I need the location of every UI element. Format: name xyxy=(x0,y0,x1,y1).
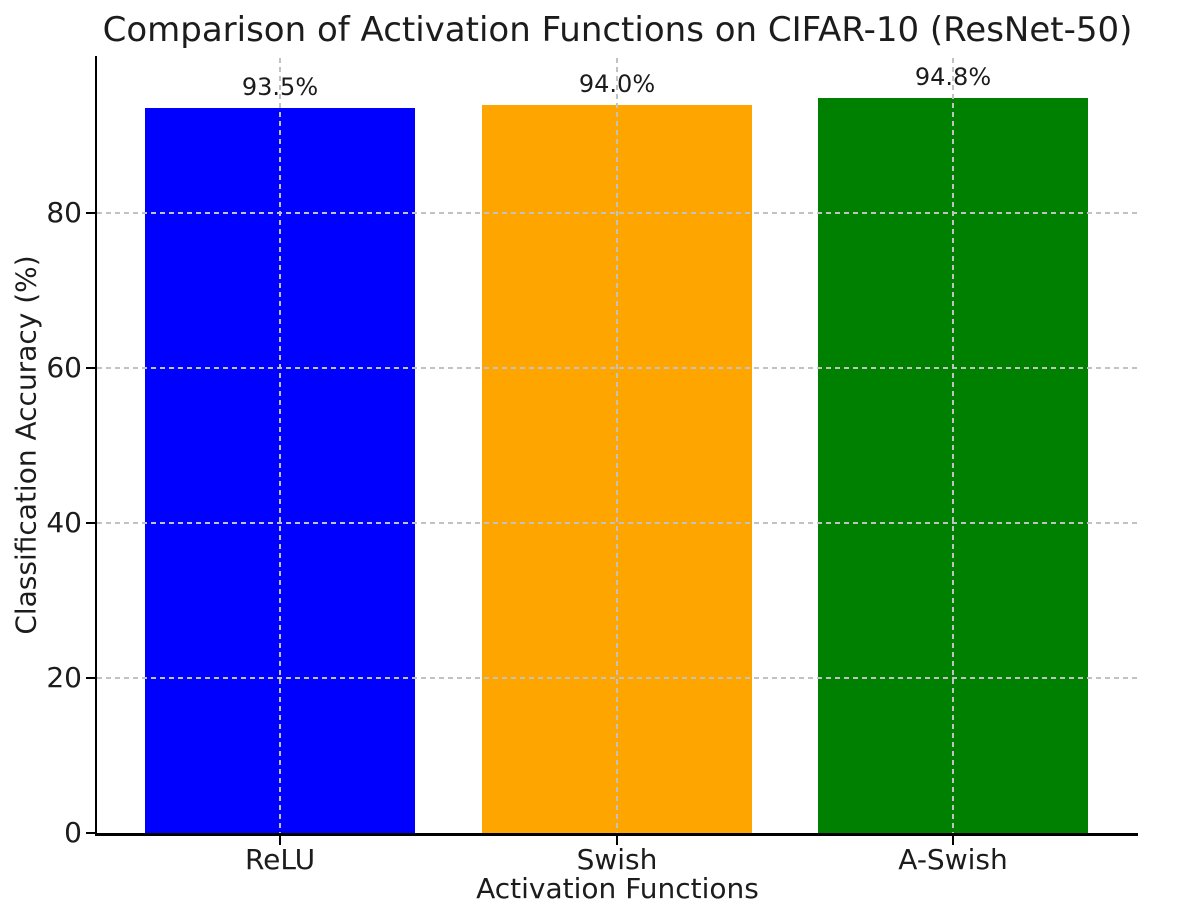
gridline-vertical xyxy=(952,58,954,833)
x-tick-mark xyxy=(615,835,619,845)
y-tick-mark xyxy=(86,211,95,215)
chart-title: Comparison of Activation Functions on CI… xyxy=(102,10,1133,50)
x-tick-label: Swish xyxy=(576,843,658,876)
y-tick-mark xyxy=(86,831,95,835)
y-tick-label: 0 xyxy=(64,816,82,849)
bar-value-label: 93.5% xyxy=(241,73,319,102)
x-tick-mark xyxy=(278,835,282,845)
x-tick-mark xyxy=(951,835,955,845)
bar-value-label: 94.8% xyxy=(914,63,992,92)
y-tick-label: 20 xyxy=(46,661,82,694)
x-axis-label: Activation Functions xyxy=(476,872,759,905)
plot-area: 0 20 40 60 80 ReLU Swish A-Swish 93.5% 94.0% 94.8% xyxy=(46,56,1138,876)
x-tick-label: A-Swish xyxy=(898,843,1008,876)
y-tick-mark xyxy=(86,676,95,680)
y-tick-label: 40 xyxy=(46,506,82,539)
x-axis-spine xyxy=(94,833,1138,836)
y-tick-mark xyxy=(86,521,95,525)
y-axis-label: Classification Accuracy (%) xyxy=(9,255,43,635)
y-tick-mark xyxy=(86,366,95,370)
y-axis-spine xyxy=(94,56,97,836)
gridline-vertical xyxy=(616,58,618,833)
y-tick-label: 60 xyxy=(46,351,82,384)
y-tick-label: 80 xyxy=(46,196,82,229)
bar-value-label: 94.0% xyxy=(578,69,656,98)
x-tick-label: ReLU xyxy=(244,843,316,876)
gridline-vertical xyxy=(279,58,281,833)
